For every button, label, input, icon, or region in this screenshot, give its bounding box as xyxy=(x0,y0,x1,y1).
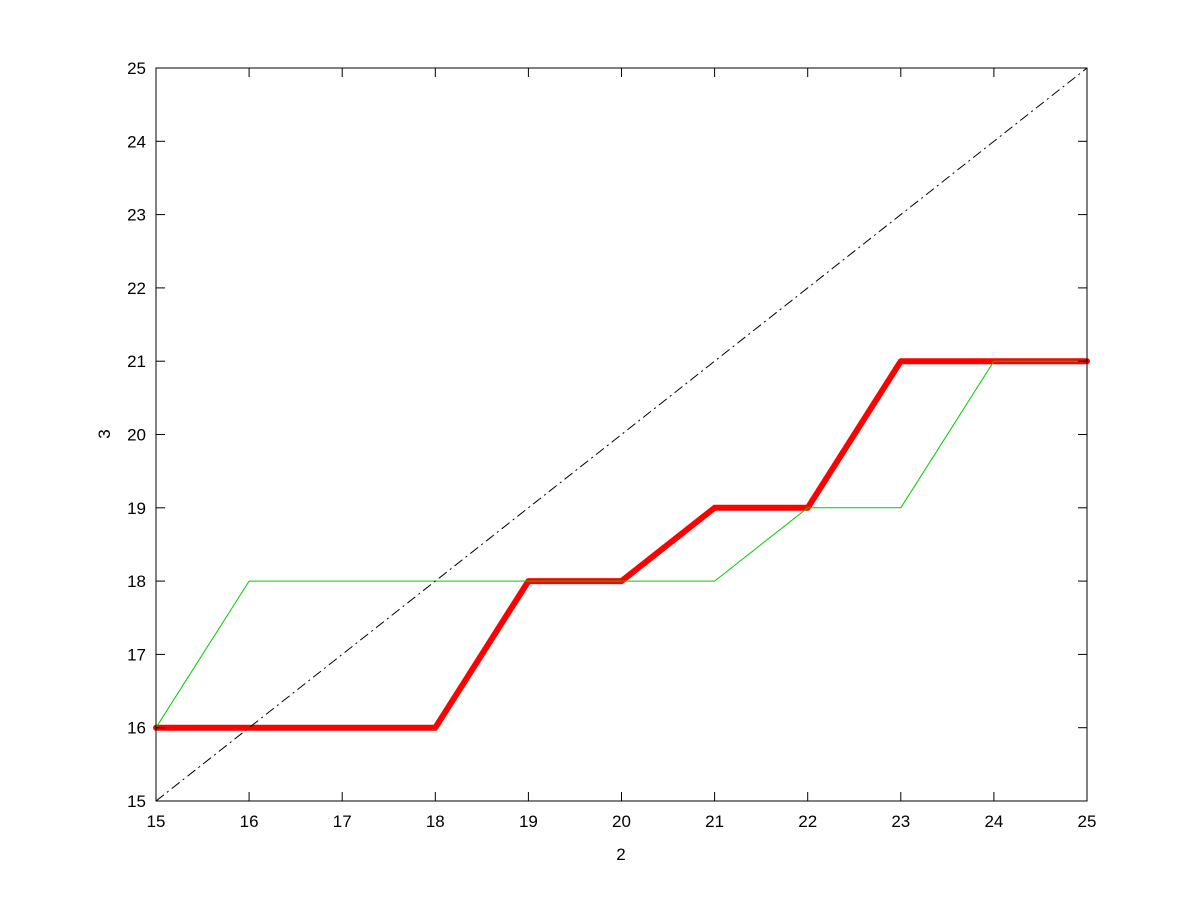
y-tick-label: 22 xyxy=(127,279,146,298)
y-tick-label: 23 xyxy=(127,206,146,225)
y-axis-label: 3 xyxy=(95,429,114,438)
y-tick-label: 18 xyxy=(127,572,146,591)
series-layer xyxy=(153,67,1090,802)
y-tick-label: 25 xyxy=(127,59,146,78)
y-tick-label: 16 xyxy=(127,719,146,738)
y-tick-label: 20 xyxy=(127,426,146,445)
x-tick-label: 15 xyxy=(147,812,166,831)
x-tick-label: 20 xyxy=(612,812,631,831)
x-tick-label: 19 xyxy=(519,812,538,831)
x-tick-label: 23 xyxy=(891,812,910,831)
x-tick-label: 22 xyxy=(798,812,817,831)
y-tick-label: 17 xyxy=(127,645,146,664)
x-axis-label: 2 xyxy=(616,845,625,864)
x-tick-label: 21 xyxy=(705,812,724,831)
plot-frame xyxy=(155,67,1088,802)
x-tick-label: 24 xyxy=(984,812,1003,831)
tick-layer: 15 16 17 18 19 20 21 22 23 24 25 15 16 17 18 19 20 21 22 23… xyxy=(127,59,1096,831)
series-line-4 xyxy=(155,360,1088,729)
y-tick-label: 15 xyxy=(127,792,146,811)
x-tick-label: 18 xyxy=(426,812,445,831)
y-tick-label: 24 xyxy=(127,132,146,151)
x-tick-label: 25 xyxy=(1078,812,1097,831)
y-tick-label: 21 xyxy=(127,352,146,371)
x-tick-label: 16 xyxy=(240,812,259,831)
series-line-5 xyxy=(155,67,1088,802)
y-tick-label: 19 xyxy=(127,499,146,518)
x-tick-label: 17 xyxy=(333,812,352,831)
